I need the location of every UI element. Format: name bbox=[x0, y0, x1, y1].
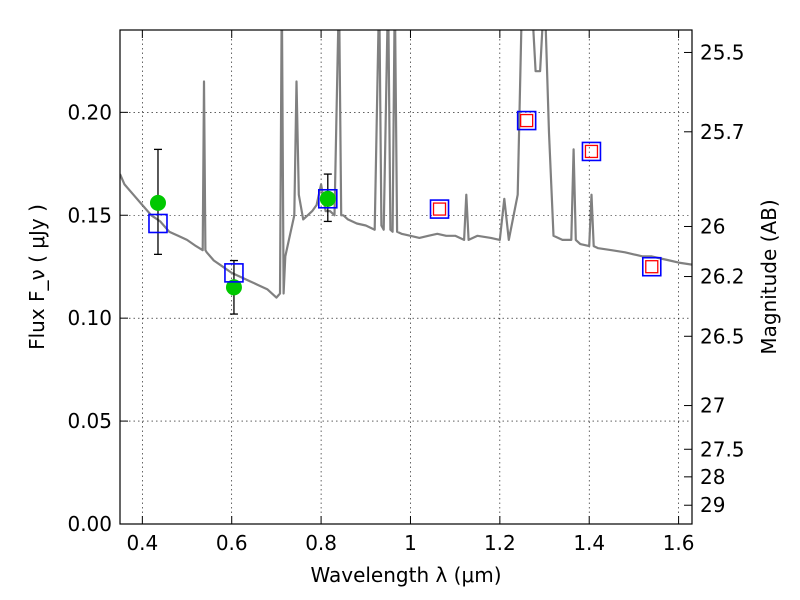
x-tick-label: 1.4 bbox=[573, 531, 605, 555]
model-flux-marker-blue bbox=[429, 199, 450, 219]
x-tick-label: 1.2 bbox=[484, 531, 516, 555]
x-axis-label: Wavelength λ (μm) bbox=[310, 563, 501, 587]
model-flux-marker-red bbox=[432, 202, 447, 216]
observed-flux-point bbox=[149, 194, 166, 211]
y2-tick-label: 26.2 bbox=[700, 265, 745, 289]
photometry-markers bbox=[148, 110, 662, 296]
x-tick-label: 0.6 bbox=[216, 531, 248, 555]
model-flux-marker-blue bbox=[641, 256, 662, 277]
x-tick-labels: 0.4 0.6 0.8 1 1.2 1.4 1.6 bbox=[126, 531, 694, 555]
y2-tick-label: 27 bbox=[700, 394, 725, 418]
observed-flux-point bbox=[225, 279, 242, 296]
y2-axis-label: Magnitude (AB) bbox=[757, 199, 781, 354]
x-tick-label: 1 bbox=[404, 531, 417, 555]
y-axis-label: Flux F_ν ( μJy ) bbox=[25, 204, 49, 350]
model-flux-marker-red bbox=[520, 113, 534, 128]
y-tick-label: 0.15 bbox=[67, 203, 112, 227]
model-flux-marker-blue bbox=[516, 110, 537, 131]
model-flux-marker-red bbox=[584, 144, 599, 159]
y2-tick-label: 29 bbox=[700, 493, 725, 517]
y2-tick-label: 26 bbox=[700, 214, 725, 238]
y2-tick-label: 26.5 bbox=[700, 324, 745, 348]
model-flux-marker-blue bbox=[581, 141, 602, 162]
observed-flux-point bbox=[319, 190, 336, 207]
y-tick-labels: 0.00 0.05 0.10 0.15 0.20 bbox=[67, 100, 112, 536]
y2-tick-label: 25.7 bbox=[700, 120, 745, 144]
y-tick-label: 0.20 bbox=[67, 100, 112, 124]
x-tick-label: 0.4 bbox=[126, 531, 158, 555]
spectrum-line bbox=[120, 30, 692, 299]
y-tick-label: 0.00 bbox=[67, 512, 112, 536]
y-tick-label: 0.05 bbox=[67, 409, 112, 433]
model-flux-marker-red bbox=[645, 260, 659, 274]
spectrum-layer bbox=[120, 30, 692, 299]
model-flux-marker-blue bbox=[224, 263, 244, 283]
y2-tick-label: 28 bbox=[700, 465, 725, 489]
model-flux-marker-blue bbox=[148, 213, 168, 234]
axis-ticks bbox=[120, 30, 692, 525]
y2-tick-labels: 25.5 25.7 26 26.2 26.5 27 27.5 28 29 bbox=[700, 40, 745, 517]
y2-tick-label: 25.5 bbox=[700, 40, 745, 64]
x-tick-label: 1.6 bbox=[663, 531, 695, 555]
y-tick-label: 0.10 bbox=[67, 306, 112, 330]
model-flux-marker-blue bbox=[317, 188, 338, 209]
plot-area-background bbox=[120, 30, 692, 524]
x-tick-label: 0.8 bbox=[305, 531, 337, 555]
y2-tick-label: 27.5 bbox=[700, 437, 745, 461]
